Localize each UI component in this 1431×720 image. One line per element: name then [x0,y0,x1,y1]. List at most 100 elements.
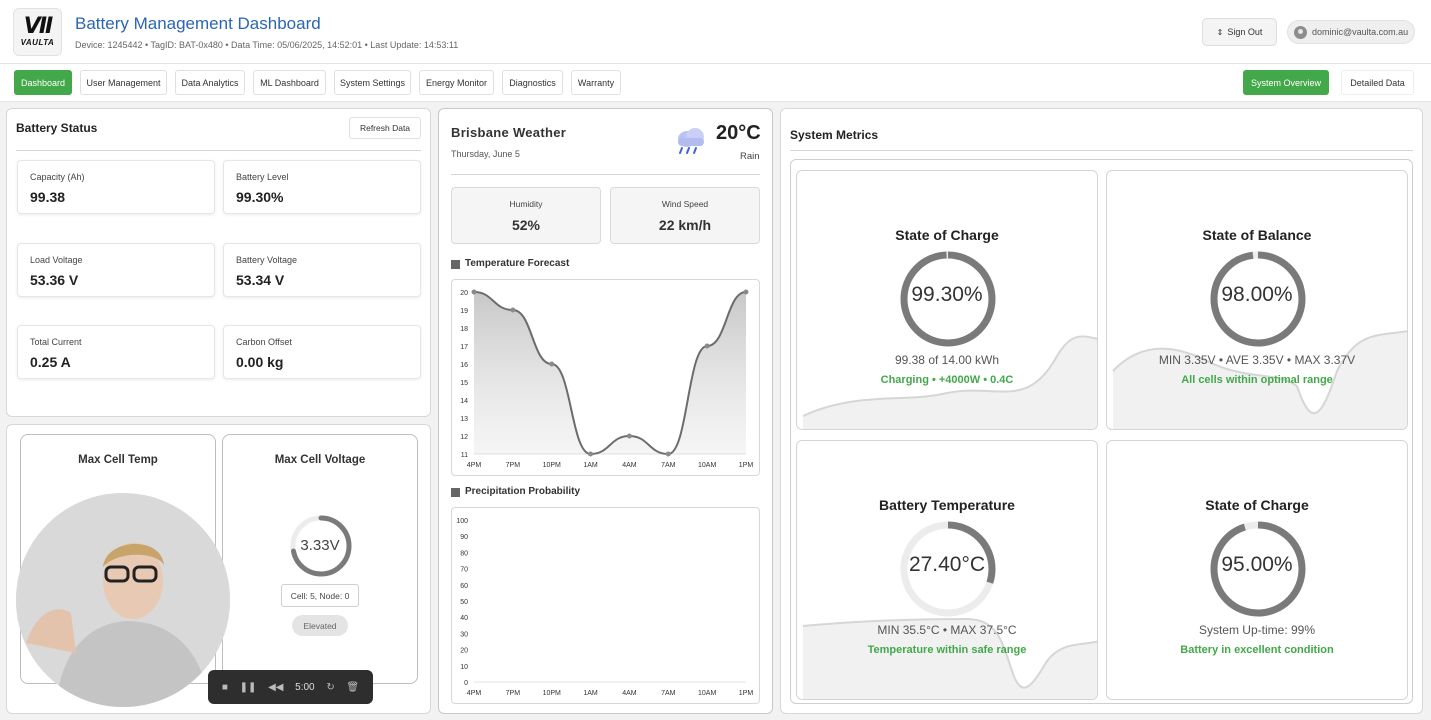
y-tick-label: 16 [460,362,468,369]
x-tick-label: 4AM [622,462,637,469]
temperature-chart-svg: 11 12 13 14 15 16 17 18 19 20 4PM 7PM 10PM 1AM 4AM 7AM 1… [460,289,753,469]
data-point[interactable] [665,451,671,457]
y-tick-label: 90 [460,534,468,541]
x-tick-label: 10AM [698,462,716,469]
stat-label: Carbon Offset [236,337,292,347]
x-tick-label: 7PM [506,690,521,697]
nav-data-analytics[interactable]: Data Analytics [175,70,245,95]
area-fill [474,292,746,454]
user-email: dominic@vaulta.com.au [1312,27,1409,37]
user-avatar-icon [1294,25,1307,39]
nav-user-management[interactable]: User Management [80,70,167,95]
battery-status-title: Battery Status [16,121,98,135]
rewind-icon[interactable]: ◀◀ [268,681,284,693]
y-tick-label: 19 [460,308,468,315]
nav-dashboard[interactable]: Dashboard [14,70,72,95]
series-line [473,291,747,456]
user-menu[interactable]: dominic@vaulta.com.au [1287,20,1415,44]
gauge-ring [900,251,996,347]
weather-temperature: 20°C [716,122,761,144]
divider [16,150,421,151]
stat-card-capacity: Capacity (Ah) 99.38 [17,160,215,214]
y-tick-label: 13 [460,416,468,423]
y-tick-label: 60 [460,583,468,590]
x-tick-label: 10AM [698,690,716,697]
y-tick-label: 40 [460,615,468,622]
metric-subtext: System Up-time: 99% [1198,623,1316,637]
metric-subtext: 99.38 of 14.00 kWh [894,353,1000,367]
metric-title: Battery Temperature [879,497,1015,513]
stat-value: 99.30% [236,189,284,205]
nav-warranty[interactable]: Warranty [571,70,621,95]
max-cell-voltage-title: Max Cell Voltage [274,454,366,466]
data-point[interactable] [626,433,632,439]
y-tick-label: 100 [456,518,468,525]
stat-value: 99.38 [30,189,66,205]
sign-out-button[interactable]: ⇕ Sign Out [1202,18,1277,46]
stat-label: Capacity (Ah) [30,172,85,182]
refresh-data-button[interactable]: Refresh Data [349,117,421,139]
max-cell-temp-title: Max Cell Temp [78,454,158,466]
gauge-value: 95.00% [1221,553,1293,576]
metric-title: State of Charge [895,227,999,243]
app-header: VII VAULTA Battery Management Dashboard … [0,0,1431,64]
webcam-overlay [16,493,230,707]
rain-cloud-icon [678,128,704,154]
nav-diagnostics[interactable]: Diagnostics [502,70,563,95]
y-tick-label: 14 [460,398,468,405]
x-tick-label: 7AM [661,462,676,469]
y-tick-label: 20 [460,290,468,297]
data-point[interactable] [588,451,594,457]
y-tick-label: 20 [460,648,468,655]
data-point[interactable] [471,289,477,295]
nav-energy-monitor[interactable]: Energy Monitor [419,70,494,95]
device-meta: Device: 1245442 • TagID: BAT-0x480 • Dat… [75,40,459,50]
detailed-data-button[interactable]: Detailed Data [1341,70,1414,95]
vaulta-logo[interactable]: VII VAULTA [13,8,62,56]
trash-icon[interactable]: 🗑 [346,681,360,693]
stat-card-load-voltage: Load Voltage 53.36 V [17,243,215,297]
nav-system-settings[interactable]: System Settings [334,70,411,95]
recording-time: 5:00 [295,681,315,693]
temperature-forecast-label: Temperature Forecast [465,258,570,269]
wind-label: Wind Speed [661,199,709,209]
system-metrics-title: System Metrics [790,128,879,142]
max-cell-voltage-value: 3.33V [300,537,340,554]
data-point[interactable] [704,343,710,349]
data-point[interactable] [510,307,516,313]
weather-date: Thursday, June 5 [451,149,520,159]
recorder-controls: ■ ❚❚ ◀◀ 5:00 ↻ 🗑 [208,670,373,704]
stat-card-carbon-offset: Carbon Offset 0.00 kg [223,325,421,379]
x-tick-label: 4PM [467,462,482,469]
x-tick-label: 4AM [622,690,637,697]
metric-status: Battery in excellent condition [1180,644,1334,656]
pause-icon[interactable]: ❚❚ [239,681,257,693]
metric-card-state-of-balance: State of Balance 98.00% MIN 3.35V • AVE … [1106,170,1408,430]
main-nav: Dashboard User Management Data Analytics… [0,64,1431,102]
y-tick-label: 50 [460,599,468,606]
cell-node-label: Cell: 5, Node: 0 [281,584,359,607]
data-point[interactable] [743,289,749,295]
x-tick-label: 10PM [543,690,561,697]
x-tick-label: 7AM [661,690,676,697]
system-overview-button[interactable]: System Overview [1243,70,1329,95]
weather-city: Brisbane Weather [451,125,567,140]
wave-background [802,335,1097,429]
stat-card-battery-level: Battery Level 99.30% [223,160,421,214]
stop-icon[interactable]: ■ [221,681,228,693]
data-point[interactable] [549,361,555,367]
nav-ml-dashboard[interactable]: ML Dashboard [253,70,326,95]
gauge-value: 99.30% [911,283,983,306]
metric-status: Temperature within safe range [867,644,1027,656]
divider [451,174,760,175]
divider [790,150,1413,151]
stat-label: Battery Level [236,172,289,182]
logo-word: VAULTA [20,37,55,47]
restart-icon[interactable]: ↻ [326,681,335,693]
metric-title: State of Charge [1205,497,1309,513]
y-tick-label: 0 [464,680,468,687]
sign-out-icon: ⇕ [1216,27,1224,37]
humidity-label: Humidity [509,199,543,209]
x-tick-label: 1AM [583,690,598,697]
x-tick-label: 1PM [739,690,754,697]
